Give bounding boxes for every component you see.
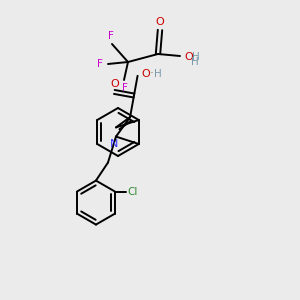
Text: O: O xyxy=(184,52,193,62)
Text: O: O xyxy=(142,69,150,79)
Text: F: F xyxy=(97,59,103,69)
Text: F: F xyxy=(108,31,114,41)
Text: H: H xyxy=(154,69,161,79)
Text: Cl: Cl xyxy=(128,187,138,196)
Text: N: N xyxy=(110,139,118,148)
Text: H: H xyxy=(191,57,199,67)
Text: H: H xyxy=(192,52,200,62)
Text: ·: · xyxy=(150,67,154,80)
Text: O: O xyxy=(156,17,164,27)
Text: F: F xyxy=(122,83,128,93)
Text: O: O xyxy=(110,79,119,89)
